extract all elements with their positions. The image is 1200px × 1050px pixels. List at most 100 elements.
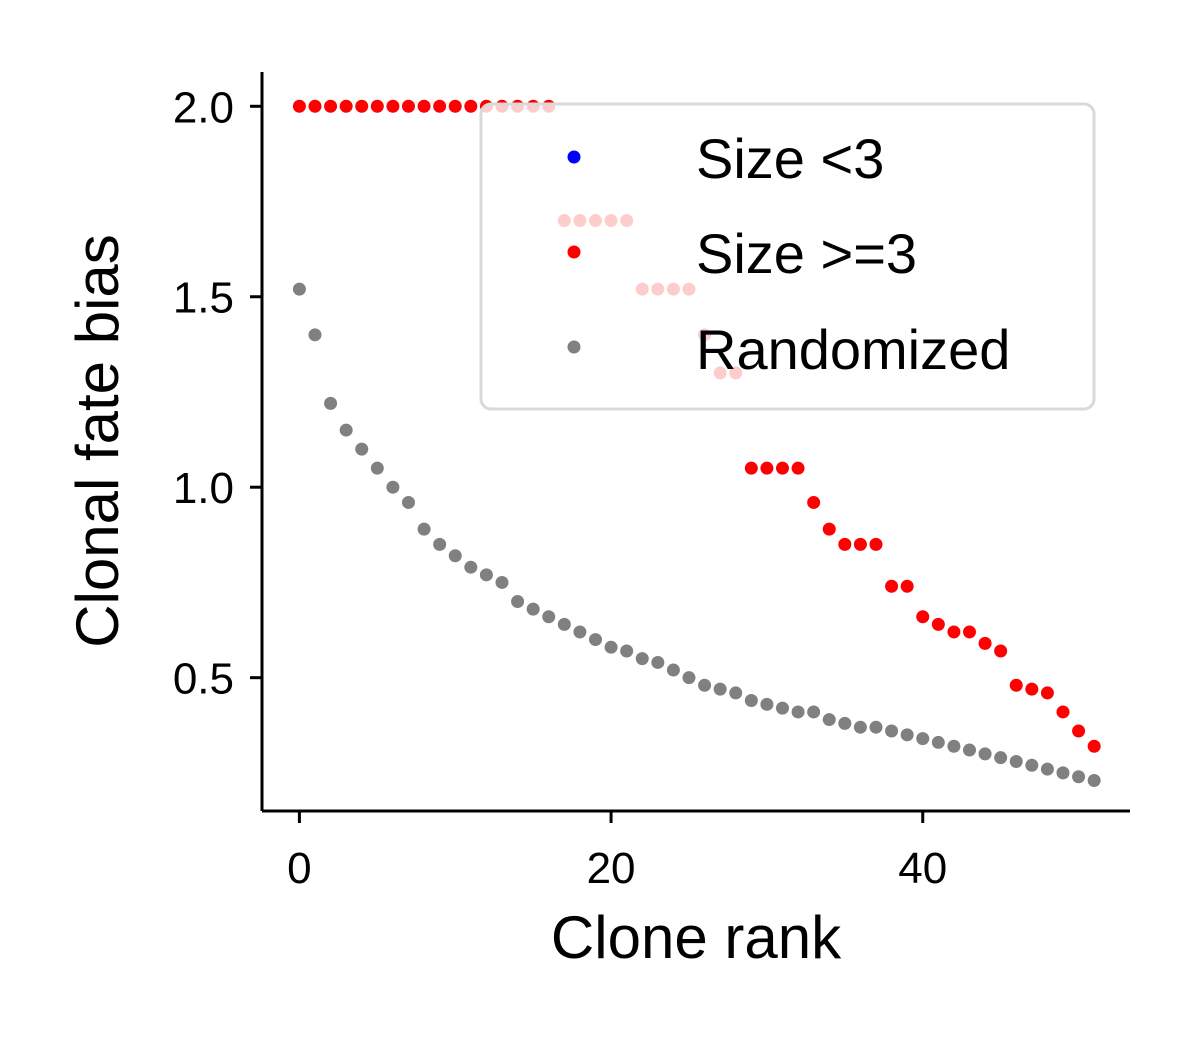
x-tick-label: 20 bbox=[587, 844, 636, 893]
point-size-3 bbox=[448, 99, 462, 113]
legend-frame bbox=[479, 102, 1096, 411]
point-randomized bbox=[1025, 758, 1039, 772]
y-tick-label: 2.0 bbox=[173, 83, 234, 132]
point-randomized bbox=[807, 705, 821, 719]
point-size-3 bbox=[1087, 739, 1101, 753]
point-size-3 bbox=[807, 495, 821, 509]
point-size-3 bbox=[994, 644, 1008, 658]
y-tick-label: 1.5 bbox=[173, 274, 234, 323]
point-randomized bbox=[682, 671, 696, 685]
point-size-3 bbox=[1040, 686, 1054, 700]
point-size-3 bbox=[760, 461, 774, 475]
point-size-3 bbox=[931, 617, 945, 631]
point-randomized bbox=[573, 625, 587, 639]
point-randomized bbox=[557, 617, 571, 631]
point-size-3 bbox=[962, 625, 976, 639]
point-randomized bbox=[978, 747, 992, 761]
point-randomized bbox=[588, 633, 602, 647]
legend: Size <3 Size >=3 Randomized bbox=[479, 102, 1096, 411]
point-randomized bbox=[1056, 766, 1070, 780]
point-randomized bbox=[744, 694, 758, 708]
legend-label-size-lt3: Size <3 bbox=[696, 127, 884, 190]
point-size-3 bbox=[401, 99, 415, 113]
point-randomized bbox=[838, 716, 852, 730]
point-randomized bbox=[511, 594, 525, 608]
point-randomized bbox=[916, 732, 930, 746]
y-tick-label: 1.0 bbox=[173, 464, 234, 513]
legend-item-randomized: Randomized bbox=[567, 318, 1010, 381]
point-size-3 bbox=[464, 99, 478, 113]
point-randomized bbox=[464, 560, 478, 574]
point-size-3 bbox=[1056, 705, 1070, 719]
point-randomized bbox=[760, 697, 774, 711]
point-randomized bbox=[885, 724, 899, 738]
point-size-3 bbox=[744, 461, 758, 475]
point-randomized bbox=[433, 537, 447, 551]
legend-marker-size-ge3 bbox=[567, 245, 581, 259]
point-randomized bbox=[417, 522, 431, 536]
point-size-3 bbox=[292, 99, 306, 113]
point-size-3 bbox=[1072, 724, 1086, 738]
point-randomized bbox=[370, 461, 384, 475]
legend-marker-size-lt3 bbox=[567, 150, 581, 164]
point-randomized bbox=[604, 640, 618, 654]
point-size-3 bbox=[324, 99, 338, 113]
point-size-3 bbox=[978, 636, 992, 650]
point-size-3 bbox=[1009, 678, 1023, 692]
point-randomized bbox=[651, 655, 665, 669]
point-randomized bbox=[853, 720, 867, 734]
point-randomized bbox=[339, 423, 353, 437]
y-axis-title: Clonal fate bias bbox=[64, 234, 131, 648]
point-randomized bbox=[947, 739, 961, 753]
point-randomized bbox=[666, 663, 680, 677]
point-size-3 bbox=[791, 461, 805, 475]
point-randomized bbox=[495, 575, 509, 589]
point-size-3 bbox=[900, 579, 914, 593]
point-size-3 bbox=[339, 99, 353, 113]
point-randomized bbox=[355, 442, 369, 456]
point-size-3 bbox=[869, 537, 883, 551]
point-randomized bbox=[542, 610, 556, 624]
point-randomized bbox=[775, 701, 789, 715]
point-randomized bbox=[729, 686, 743, 700]
point-randomized bbox=[308, 328, 322, 342]
point-randomized bbox=[1009, 754, 1023, 768]
point-size-3 bbox=[853, 537, 867, 551]
point-randomized bbox=[401, 495, 415, 509]
point-randomized bbox=[635, 652, 649, 666]
point-size-3 bbox=[417, 99, 431, 113]
point-size-3 bbox=[370, 99, 384, 113]
x-tick-label: 0 bbox=[287, 844, 311, 893]
point-randomized bbox=[900, 728, 914, 742]
legend-label-randomized: Randomized bbox=[696, 318, 1010, 381]
point-randomized bbox=[386, 480, 400, 494]
point-randomized bbox=[324, 396, 338, 410]
point-randomized bbox=[698, 678, 712, 692]
y-tick-label: 0.5 bbox=[173, 655, 234, 704]
x-tick-label: 40 bbox=[898, 844, 947, 893]
point-size-3 bbox=[885, 579, 899, 593]
point-size-3 bbox=[386, 99, 400, 113]
point-randomized bbox=[822, 713, 836, 727]
legend-label-size-ge3: Size >=3 bbox=[696, 222, 917, 285]
point-randomized bbox=[962, 743, 976, 757]
point-randomized bbox=[791, 705, 805, 719]
point-size-3 bbox=[308, 99, 322, 113]
legend-item-size-lt3: Size <3 bbox=[567, 127, 884, 190]
point-randomized bbox=[292, 282, 306, 296]
point-randomized bbox=[994, 751, 1008, 765]
point-randomized bbox=[931, 735, 945, 749]
point-size-3 bbox=[947, 625, 961, 639]
point-size-3 bbox=[355, 99, 369, 113]
point-size-3 bbox=[822, 522, 836, 536]
point-randomized bbox=[620, 644, 634, 658]
point-size-3 bbox=[775, 461, 789, 475]
legend-item-size-ge3: Size >=3 bbox=[567, 222, 917, 285]
point-randomized bbox=[479, 568, 493, 582]
point-randomized bbox=[869, 720, 883, 734]
point-size-3 bbox=[1025, 682, 1039, 696]
point-randomized bbox=[713, 682, 727, 696]
point-size-3 bbox=[838, 537, 852, 551]
x-axis-title: Clone rank bbox=[551, 904, 842, 971]
